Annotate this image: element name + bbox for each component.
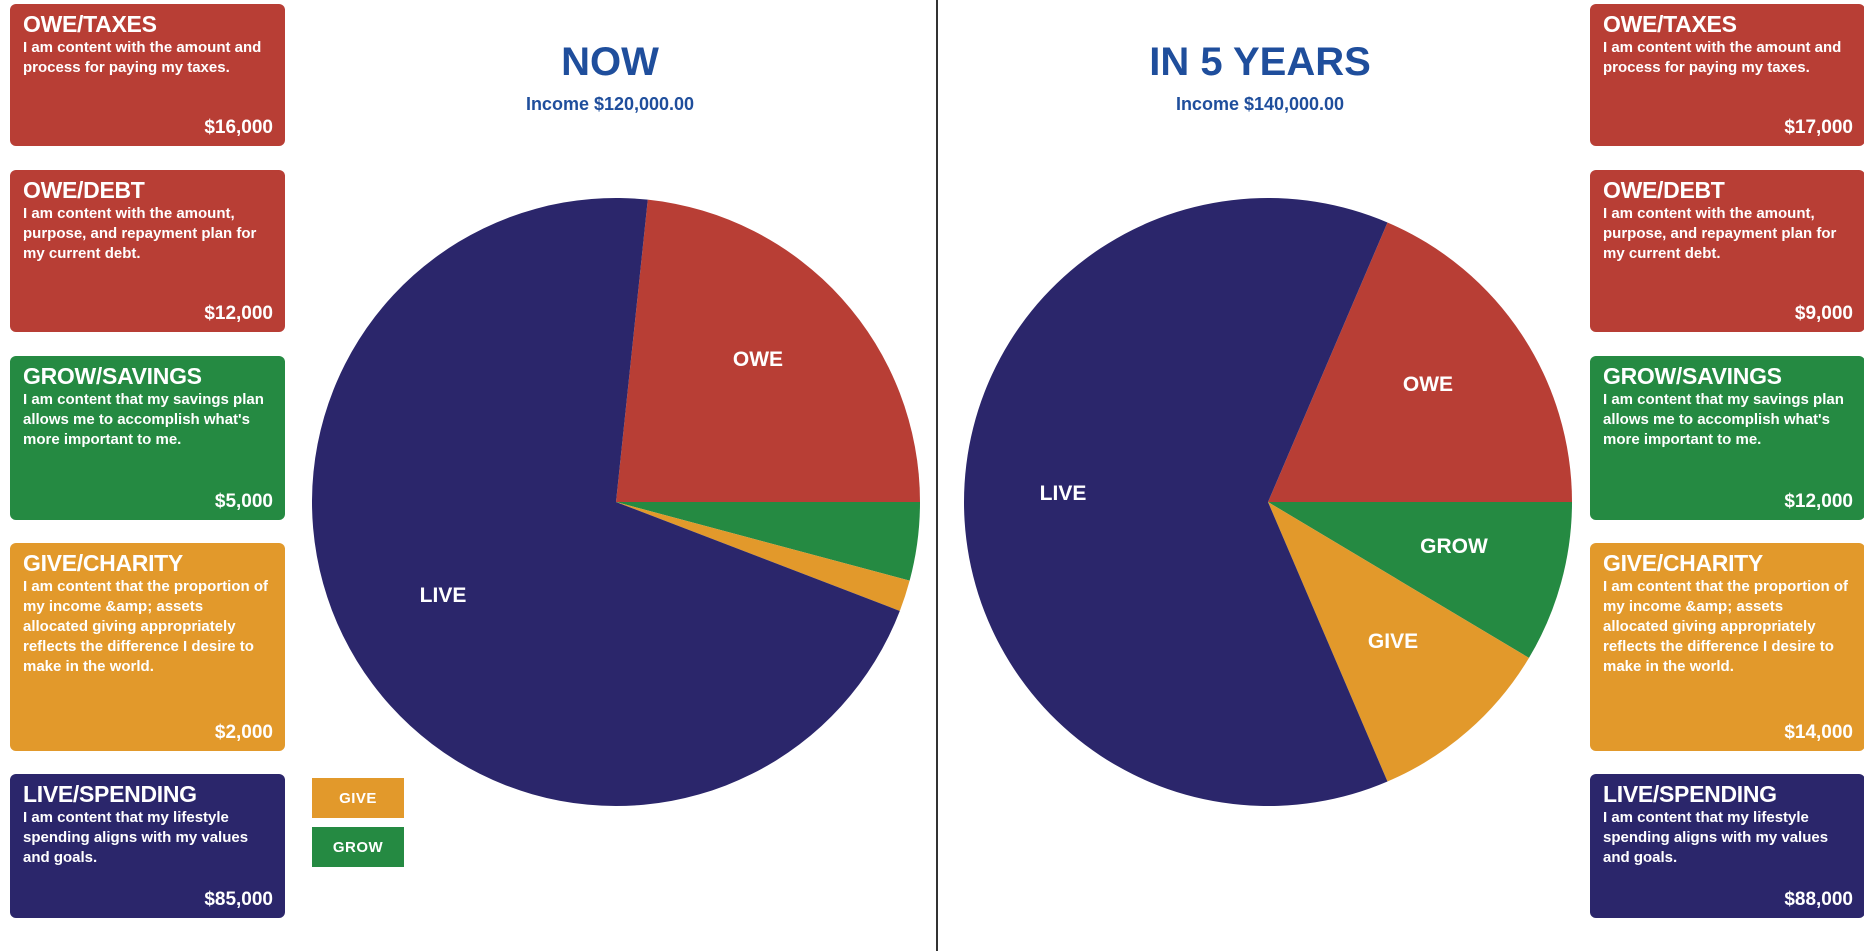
- card-amount: $12,000: [1784, 491, 1853, 512]
- card-category: OWE/DEBT: [23, 177, 145, 203]
- card-description: I am content that the proportion of my i…: [23, 578, 268, 675]
- card-grow-savings-future: GROW/SAVINGS I am content that my saving…: [1590, 356, 1864, 520]
- card-category: GROW/SAVINGS: [23, 363, 202, 389]
- card-grow-savings-now: GROW/SAVINGS I am content that my saving…: [10, 356, 285, 520]
- pie-label-give: GIVE: [1368, 630, 1418, 653]
- pie-now: OWE LIVE: [312, 198, 920, 806]
- legend-grow: GROW: [312, 827, 404, 867]
- card-amount: $14,000: [1784, 722, 1853, 743]
- card-category: LIVE/SPENDING: [1603, 781, 1777, 807]
- pie-slice-live: [963, 198, 1388, 806]
- future-income: Income $140,000.00: [1175, 94, 1345, 114]
- card-category: GROW/SAVINGS: [1603, 363, 1782, 389]
- pie-slice-give: [616, 502, 910, 611]
- card-amount: $5,000: [214, 491, 273, 512]
- card-category: GIVE/CHARITY: [1603, 550, 1763, 576]
- card-give-charity-future: GIVE/CHARITY I am content that the propo…: [1590, 543, 1864, 751]
- center-divider: [936, 0, 938, 951]
- future-title: IN 5 YEARS: [1149, 40, 1371, 84]
- pie-slice-give: [1268, 502, 1529, 782]
- card-description: I am content that my lifestyle spending …: [23, 809, 249, 866]
- pie-label-live: LIVE: [1040, 482, 1087, 505]
- card-give-charity-now: GIVE/CHARITY I am content that the propo…: [10, 543, 285, 751]
- card-owe-taxes-now: OWE/TAXES I am content with the amount a…: [10, 4, 285, 146]
- pie-label-owe: OWE: [1403, 373, 1453, 396]
- pie-label-owe: OWE: [733, 348, 783, 371]
- card-description: I am content that the proportion of my i…: [1603, 578, 1848, 675]
- card-amount: $17,000: [1784, 117, 1853, 138]
- pie-slice-live: [312, 198, 900, 806]
- card-category: OWE/TAXES: [23, 11, 157, 37]
- pie-slice-grow: [1268, 502, 1572, 658]
- card-category: OWE/DEBT: [1603, 177, 1725, 203]
- card-description: I am content with the amount and process…: [1603, 39, 1842, 76]
- card-description: I am content that my savings plan allows…: [23, 391, 264, 448]
- card-description: I am content that my lifestyle spending …: [1603, 809, 1829, 866]
- legend-give: GIVE: [312, 778, 404, 818]
- card-owe-debt-now: OWE/DEBT I am content with the amount, p…: [10, 170, 285, 332]
- pie-future: OWE GROW GIVE LIVE: [963, 198, 1572, 806]
- card-amount: $9,000: [1794, 303, 1853, 324]
- card-amount: $88,000: [1784, 889, 1853, 910]
- card-description: I am content that my savings plan allows…: [1603, 391, 1844, 448]
- pie-slice-owe: [1268, 222, 1572, 502]
- card-description: I am content with the amount, purpose, a…: [23, 205, 257, 262]
- card-category: GIVE/CHARITY: [23, 550, 183, 576]
- pie-label-grow: GROW: [1420, 535, 1488, 558]
- card-amount: $85,000: [204, 889, 273, 910]
- card-amount: $12,000: [204, 303, 273, 324]
- card-amount: $2,000: [214, 722, 273, 743]
- card-owe-debt-future: OWE/DEBT I am content with the amount, p…: [1590, 170, 1864, 332]
- card-live-spending-now: LIVE/SPENDING I am content that my lifes…: [10, 774, 285, 918]
- pie-slice-grow: [616, 502, 920, 581]
- card-owe-taxes-future: OWE/TAXES I am content with the amount a…: [1590, 4, 1864, 146]
- card-amount: $16,000: [204, 117, 273, 138]
- now-income: Income $120,000.00: [525, 94, 695, 114]
- card-description: I am content with the amount and process…: [23, 39, 262, 76]
- pie-label-live: LIVE: [420, 584, 467, 607]
- card-category: LIVE/SPENDING: [23, 781, 197, 807]
- now-title: NOW: [561, 40, 659, 84]
- card-description: I am content with the amount, purpose, a…: [1603, 205, 1837, 262]
- pie-slice-owe: [616, 199, 920, 502]
- card-category: OWE/TAXES: [1603, 11, 1737, 37]
- card-live-spending-future: LIVE/SPENDING I am content that my lifes…: [1590, 774, 1864, 918]
